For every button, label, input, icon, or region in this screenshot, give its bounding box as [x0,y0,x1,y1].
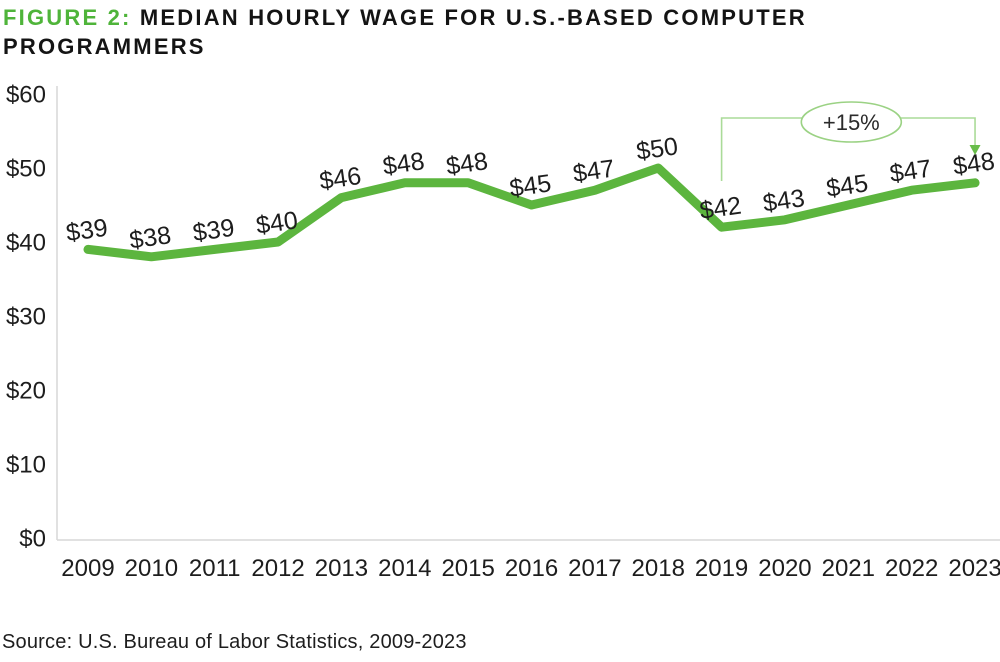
data-point-label: $39 [64,214,109,248]
x-axis-year-label: 2013 [315,555,368,582]
x-axis-year-label: 2014 [378,555,431,582]
x-axis-year-label: 2012 [251,555,304,582]
y-axis-tick-label: $0 [19,526,46,553]
y-axis-tick-label: $50 [6,156,46,183]
x-axis-year-label: 2020 [758,555,811,582]
x-axis-year-label: 2022 [885,555,938,582]
data-point-label: $45 [508,169,553,203]
x-axis-year-label: 2021 [822,555,875,582]
x-axis-year-label: 2016 [505,555,558,582]
figure-title: FIGURE 2: MEDIAN HOURLY WAGE FOR U.S.-BA… [3,3,833,61]
figure-label: FIGURE 2: [3,5,132,30]
x-axis-year-label: 2015 [441,555,494,582]
data-point-label: $42 [698,192,743,226]
data-point-label: $39 [191,214,236,248]
y-axis-tick-label: $30 [6,304,46,331]
data-point-label: $48 [444,147,489,181]
data-point-label: $45 [825,169,870,203]
y-axis-tick-label: $10 [6,452,46,479]
y-axis-tick-label: $60 [6,82,46,109]
x-axis-year-label: 2017 [568,555,621,582]
data-point-label: $48 [381,147,426,181]
data-point-label: $46 [318,162,363,196]
annotation-ellipse [800,101,903,143]
data-point-label: $47 [888,155,933,189]
source-caption: Source: U.S. Bureau of Labor Statistics,… [2,631,467,653]
data-point-label: $38 [128,221,173,255]
y-axis-tick-label: $20 [6,378,46,405]
annotation-arrowhead-icon [969,145,981,155]
data-point-label: $50 [635,132,680,166]
data-point-label: $47 [571,155,616,189]
x-axis-year-label: 2018 [632,555,685,582]
chart-content: $0 $10 $20 $30 $40 $50 $60 2009 2010 2011 2012 2013… [6,82,1000,583]
annotation-percent-label: +15% [823,110,880,135]
y-axis-tick-label: $40 [6,230,46,257]
wage-trend-line [83,163,980,262]
x-axis-year-label: 2011 [189,555,241,582]
x-axis-year-label: 2023 [948,555,1000,582]
data-point-label: $43 [761,184,806,218]
x-axis-year-label: 2010 [125,555,178,582]
data-point-label: $40 [254,206,299,240]
x-axis-year-label: 2019 [695,555,748,582]
figure-title-text: MEDIAN HOURLY WAGE FOR U.S.-BASED COMPUT… [3,5,807,59]
x-axis-year-label: 2009 [61,555,114,582]
